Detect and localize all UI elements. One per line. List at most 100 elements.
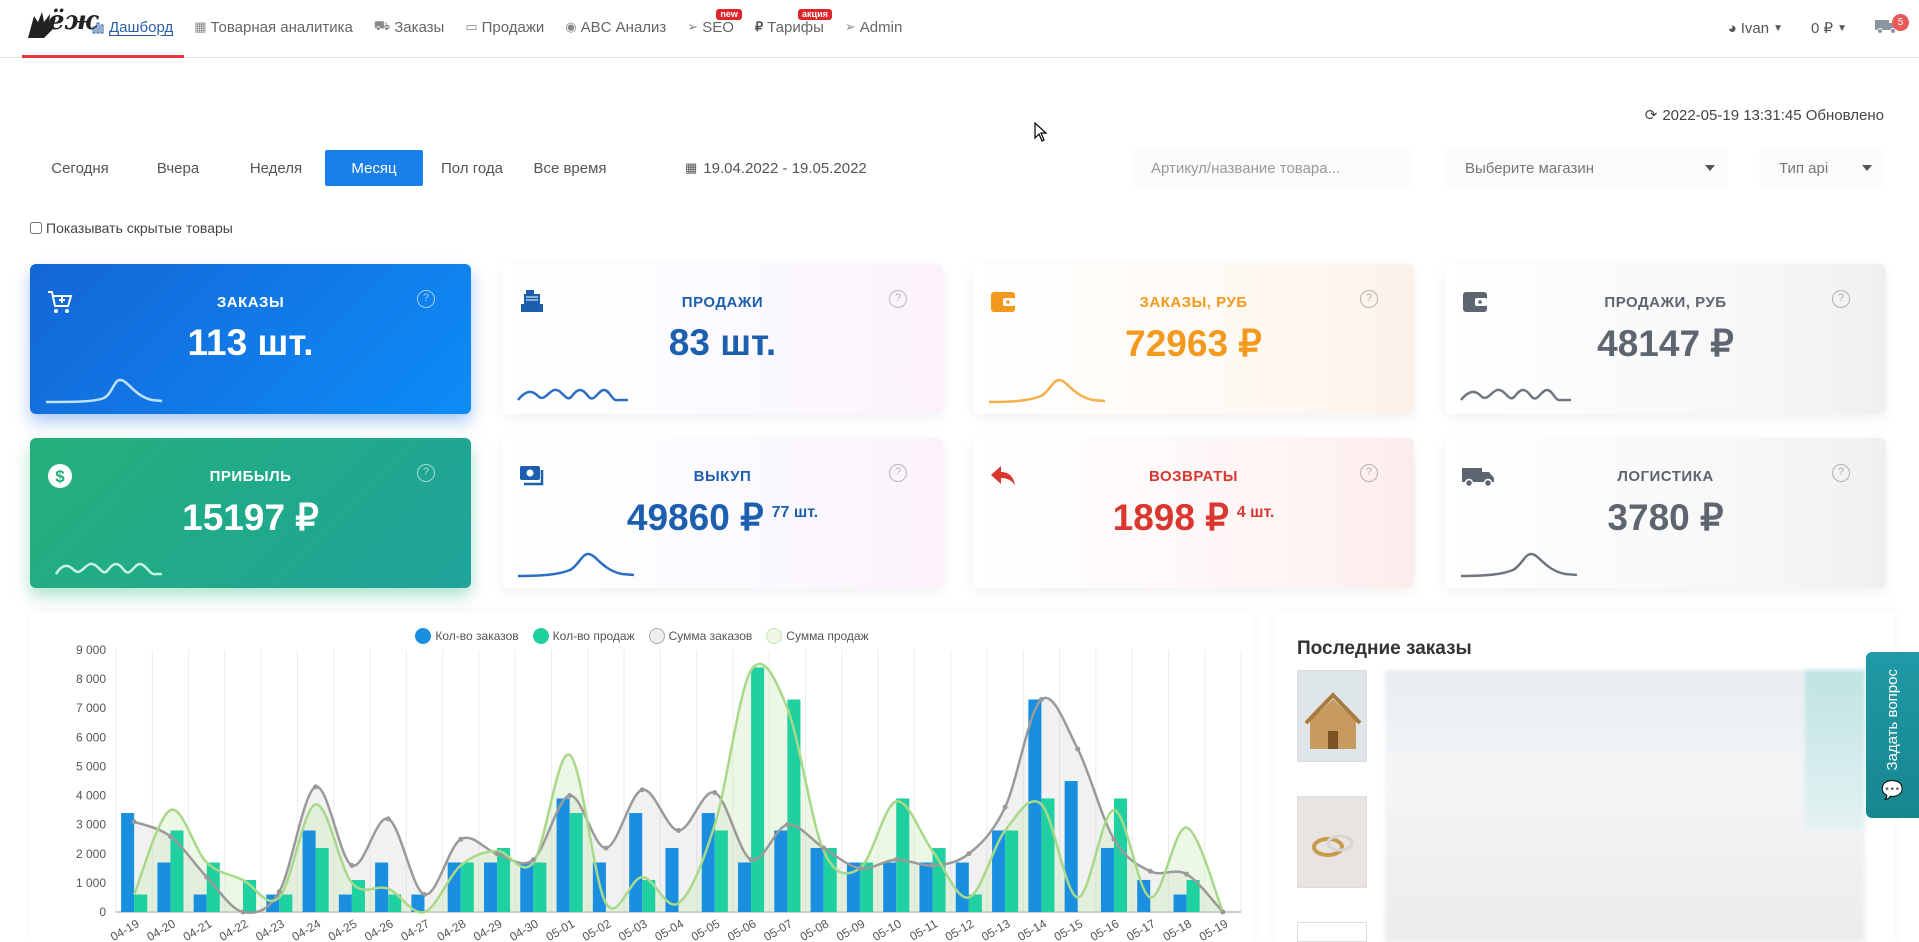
- help-icon[interactable]: ?: [889, 290, 907, 308]
- bar-sales-count: [279, 894, 293, 912]
- date-range-picker[interactable]: ▦ 19.04.2022 - 19.05.2022: [677, 150, 1085, 186]
- chat-bubble-icon: 💬: [1881, 780, 1904, 801]
- card-value: 48147 ₽: [1597, 323, 1734, 364]
- help-icon[interactable]: ?: [1832, 290, 1850, 308]
- nav-abc-analysis[interactable]: ◉ ABC Анализ: [565, 18, 666, 36]
- card-orders[interactable]: ЗАКАЗЫ 113 шт. ?: [30, 264, 471, 414]
- bar-sales-count: [1005, 830, 1019, 912]
- card-extra: 77 шт.: [771, 503, 819, 521]
- period-half-year[interactable]: Пол года: [441, 159, 503, 177]
- order-thumbnail[interactable]: [1297, 796, 1367, 888]
- sparkline: [1460, 552, 1578, 578]
- card-sales-rub[interactable]: ПРОДАЖИ, РУБ 48147 ₽ ?: [1445, 264, 1886, 414]
- point-sum-orders: [639, 787, 645, 793]
- nav-dashboard[interactable]: Дашборд: [92, 18, 173, 36]
- card-logistics[interactable]: ЛОГИСТИКА 3780 ₽ ?: [1445, 438, 1886, 588]
- bar-orders-count: [447, 862, 461, 912]
- nav-orders[interactable]: ⛟ Заказы: [374, 18, 445, 36]
- legend-swatch: [766, 628, 783, 644]
- period-month[interactable]: Месяц: [325, 150, 423, 186]
- line-sum-sales: [132, 662, 1225, 914]
- period-yesterday[interactable]: Вчера: [156, 159, 200, 177]
- card-sales[interactable]: ПРОДАЖИ 83 шт. ?: [502, 264, 943, 414]
- nav-label: Заказы: [394, 18, 445, 36]
- card-buyout[interactable]: ВЫКУП 49860 ₽ 77 шт. ?: [502, 438, 943, 588]
- point-sum-orders: [1184, 871, 1190, 877]
- nav-product-analytics[interactable]: ▦ Товарная аналитика: [194, 18, 353, 36]
- truck-icon: [1462, 468, 1494, 488]
- nav-label: Продажи: [481, 18, 545, 36]
- user-menu[interactable]: ◕ Ivan ▼: [1728, 20, 1783, 37]
- delivery-button[interactable]: 5: [1875, 14, 1909, 38]
- order-thumbnail[interactable]: [1297, 670, 1367, 762]
- help-icon[interactable]: ?: [1832, 464, 1850, 482]
- bar-sales-count: [896, 798, 910, 912]
- bar-sales-count: [751, 667, 765, 912]
- balance-menu[interactable]: 0 ₽ ▼: [1811, 19, 1847, 37]
- ask-question-button[interactable]: Задать вопрос 💬: [1866, 652, 1919, 818]
- bar-orders-count: [1137, 879, 1151, 912]
- point-sum-orders: [167, 833, 173, 839]
- legend-item[interactable]: Кол-во продаж: [532, 628, 635, 644]
- x-tick-label: 04-22: [217, 916, 251, 942]
- x-tick-label: 05-19: [1197, 916, 1231, 942]
- bar-sales-count: [134, 894, 148, 912]
- ruble-icon: ₽: [754, 19, 764, 34]
- help-icon[interactable]: ?: [417, 290, 435, 308]
- bar-chart-icon: [92, 22, 104, 33]
- product-search-input[interactable]: [1131, 150, 1411, 186]
- api-type-select[interactable]: Тип api: [1759, 150, 1884, 186]
- nav-admin[interactable]: ➢ Admin: [845, 18, 902, 36]
- chart-plot: 0 1 000 2 000 3 000 4 000 5 000 6 000 7 000 8 00…: [76, 643, 1242, 942]
- legend-item[interactable]: Кол-во заказов: [415, 628, 519, 644]
- period-today[interactable]: Сегодня: [51, 159, 109, 177]
- help-icon[interactable]: ?: [1360, 290, 1378, 308]
- card-title: ВЫКУП: [693, 468, 752, 485]
- send-icon: ➢: [844, 19, 856, 34]
- order-thumbnail[interactable]: [1297, 922, 1367, 942]
- point-sum-orders: [966, 851, 972, 857]
- period-all-time[interactable]: Все время: [533, 159, 607, 177]
- legend-label: Сумма продаж: [786, 629, 869, 643]
- logo-text[interactable]: ёж: [48, 6, 99, 36]
- store-select-value: Выберите магазин: [1465, 159, 1594, 177]
- show-hidden-checkbox[interactable]: [30, 222, 42, 234]
- nav-label: Admin: [859, 18, 903, 36]
- caret-down-icon: ▼: [1773, 22, 1784, 34]
- bar-orders-count: [1100, 847, 1114, 912]
- bar-sales-count: [170, 830, 184, 912]
- cart-icon: ⛟: [373, 18, 391, 33]
- top-navbar: ёж Дашборд ▦ Товарная аналитика ⛟ Заказы…: [0, 0, 1919, 58]
- sparkline: [988, 378, 1106, 404]
- bar-sales-count: [533, 862, 547, 912]
- help-icon[interactable]: ?: [1360, 464, 1378, 482]
- bar-orders-count: [193, 894, 207, 912]
- x-tick-label: 05-07: [761, 916, 795, 942]
- sparkline: [45, 378, 163, 404]
- card-orders-rub[interactable]: ЗАКАЗЫ, РУБ 72963 ₽ ?: [973, 264, 1414, 414]
- show-hidden-toggle[interactable]: Показывать скрытые товары: [30, 220, 233, 236]
- card-title: ПРИБЫЛЬ: [209, 468, 292, 485]
- nav-seo[interactable]: ➢ SEO new: [687, 9, 742, 36]
- refresh-icon[interactable]: ⟳: [1644, 107, 1658, 124]
- period-week[interactable]: Неделя: [249, 159, 303, 177]
- card-returns[interactable]: ВОЗВРАТЫ 1898 ₽ 4 шт. ?: [973, 438, 1414, 588]
- card-profit[interactable]: $ ПРИБЫЛЬ 15197 ₽ ?: [30, 438, 471, 588]
- help-icon[interactable]: ?: [417, 464, 435, 482]
- nav-sales[interactable]: ▭ Продажи: [465, 18, 544, 36]
- point-sum-orders: [349, 862, 355, 868]
- x-tick-label: 04-29: [471, 916, 505, 942]
- sparkline: [54, 562, 162, 576]
- point-sum-orders: [784, 822, 790, 828]
- nav-tariffs[interactable]: ₽ Тарифы акция: [754, 9, 832, 36]
- store-select[interactable]: Выберите магазин: [1445, 150, 1727, 186]
- hedgehog-logo[interactable]: [24, 8, 82, 44]
- recent-orders-title: Последние заказы: [1297, 638, 1472, 659]
- x-tick-label: 05-12: [943, 916, 977, 942]
- legend-item[interactable]: Сумма заказов: [648, 628, 752, 644]
- legend-item[interactable]: Сумма продаж: [766, 628, 869, 644]
- card-value: 15197 ₽: [182, 497, 319, 538]
- bar-orders-count: [1028, 699, 1042, 912]
- help-icon[interactable]: ?: [889, 464, 907, 482]
- bar-sales-count: [460, 862, 474, 912]
